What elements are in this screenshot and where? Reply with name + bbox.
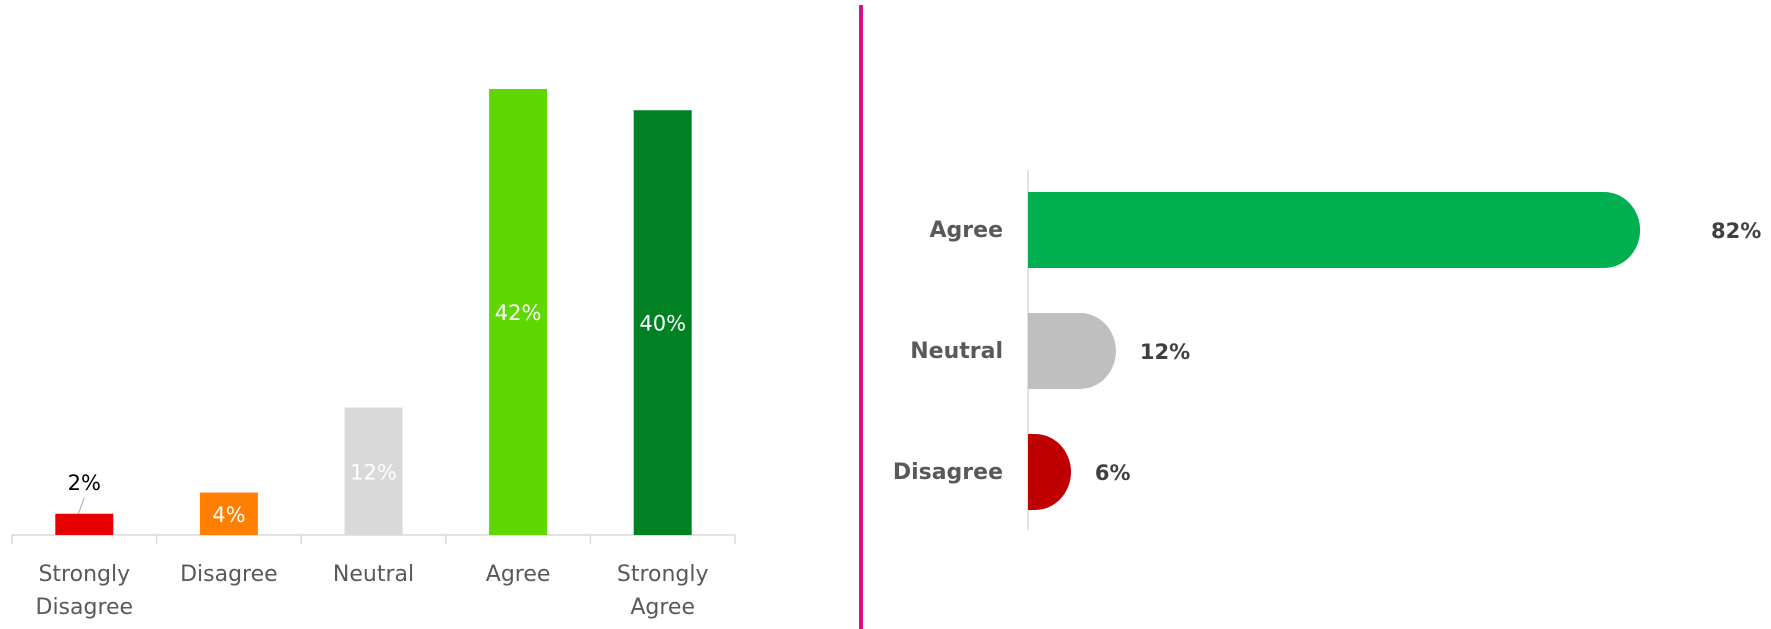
right-data-label-2: 6% (1095, 461, 1131, 485)
left-bar-4 (633, 110, 692, 535)
right-bar-2 (1028, 434, 1072, 510)
left-bar-1 (199, 492, 258, 535)
left-data-label-2: 12% (350, 460, 397, 484)
left-data-labels: 2% 4% 12% 42% 40% (68, 301, 686, 527)
left-data-label-3: 42% (495, 301, 542, 325)
right-category-label-1: Neutral (910, 339, 1003, 364)
right-bar-1 (1028, 313, 1116, 389)
right-category-label-2: Disagree (893, 460, 1003, 485)
left-x-axis-ticks (11, 535, 736, 544)
left-data-label-4: 40% (639, 312, 686, 336)
left-category-label-2: Neutral (333, 562, 414, 587)
left-vertical-bar-chart: 2% 4% 12% 42% 40% Strongly Disagree Disagree Ne… (11, 89, 736, 620)
right-data-labels: 82% 12% 6% (1095, 219, 1761, 485)
left-category-label-1: Disagree (180, 562, 278, 587)
right-category-label-0: Agree (930, 218, 1003, 243)
left-category-label-4-line2: Agree (630, 595, 695, 620)
left-category-label-0-line2: Disagree (36, 595, 134, 620)
right-data-label-0: 82% (1711, 219, 1761, 243)
left-category-label-0: Strongly (38, 562, 130, 587)
left-category-label-3: Agree (486, 562, 551, 587)
left-data-label-1: 4% (212, 503, 245, 527)
left-bar-2 (344, 407, 403, 535)
left-category-label-4: Strongly (617, 562, 709, 587)
left-category-labels: Strongly Disagree Disagree Neutral Agree Stro… (36, 562, 709, 620)
left-bar-0 (55, 513, 114, 535)
left-data-label-0: 2% (68, 471, 101, 495)
left-bars (55, 89, 692, 535)
right-horizontal-bar-chart: 82% 12% 6% Agree Neutral Disagree (893, 170, 1761, 530)
left-leader-line (77, 497, 85, 514)
right-bar-0 (1028, 192, 1641, 268)
right-bars (1028, 192, 1641, 510)
left-bar-3 (489, 89, 548, 535)
right-data-label-1: 12% (1140, 340, 1190, 364)
right-category-labels: Agree Neutral Disagree (893, 218, 1003, 485)
